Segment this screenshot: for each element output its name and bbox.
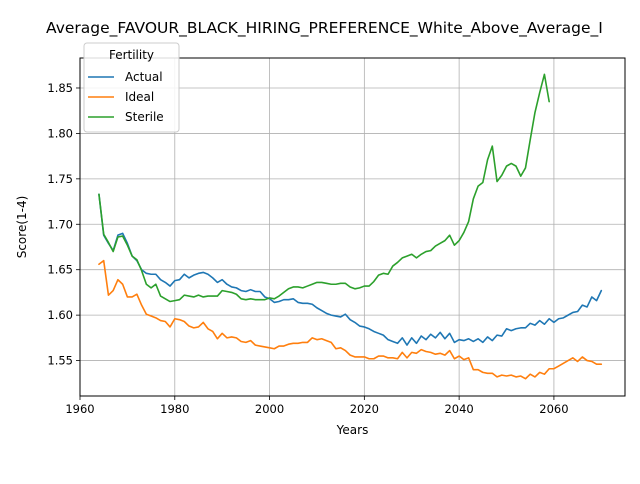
x-tick-label: 2040 (444, 402, 473, 416)
series-line-sterile (98, 73, 550, 303)
legend-entries: Actual Ideal Sterile (88, 70, 164, 124)
x-tick-label: 2060 (539, 402, 568, 416)
plot-area-frame (79, 57, 626, 397)
y-tick-label: 1.75 (47, 172, 73, 186)
y-tick-label: 1.70 (47, 217, 73, 231)
chart-title: Average_FAVOUR_BLACK_HIRING_PREFERENCE_W… (46, 19, 603, 38)
series-line-ideal (98, 259, 603, 380)
series-lines (98, 73, 603, 380)
y-axis-ticks: 1.55 1.60 1.65 1.70 1.75 1.80 1.85 (47, 81, 80, 368)
x-axis-label: Years (336, 423, 369, 437)
x-axis-ticks: 1960 1980 2000 2020 2040 2060 (65, 396, 569, 416)
series-line-actual (98, 193, 603, 346)
legend: Fertility Actual Ideal Sterile (83, 42, 180, 133)
y-tick-label: 1.65 (47, 263, 73, 277)
legend-label-ideal: Ideal (125, 90, 154, 104)
legend-label-sterile: Sterile (125, 110, 164, 124)
x-tick-label: 2020 (350, 402, 379, 416)
legend-label-actual: Actual (125, 70, 163, 84)
gridlines (79, 58, 625, 396)
x-tick-label: 1980 (160, 402, 189, 416)
legend-box (83, 42, 180, 133)
y-tick-label: 1.60 (47, 308, 73, 322)
x-tick-label: 1960 (65, 402, 94, 416)
x-tick-label: 2000 (255, 402, 284, 416)
y-axis-label: Score(1-4) (15, 196, 29, 259)
y-tick-label: 1.55 (47, 354, 73, 368)
y-tick-label: 1.80 (47, 126, 73, 140)
legend-title: Fertility (109, 48, 154, 62)
y-tick-label: 1.85 (47, 81, 73, 95)
